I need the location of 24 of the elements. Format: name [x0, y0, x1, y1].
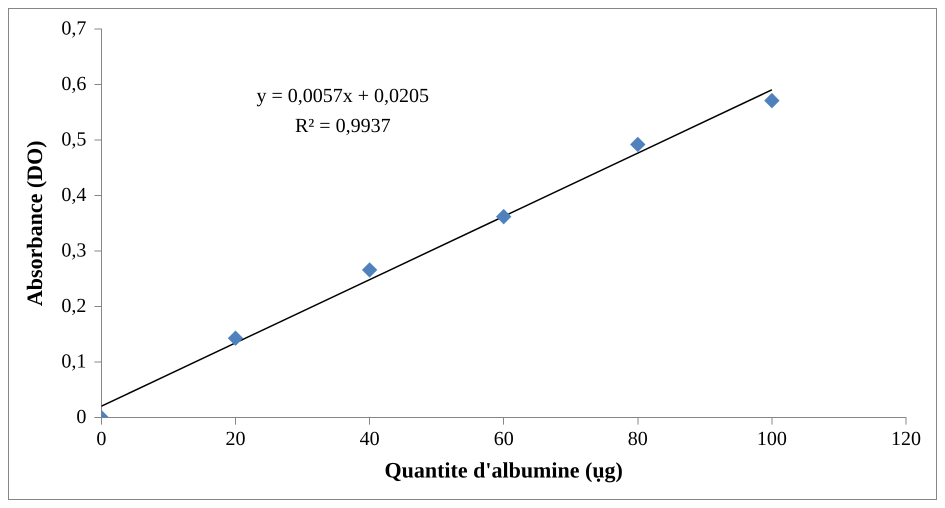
y-tick-label: 0,7	[61, 17, 86, 40]
y-tick-label: 0,6	[61, 72, 86, 95]
x-axis-title: Quantite d'albumine (ụg)	[384, 457, 623, 482]
y-tick-label: 0,4	[61, 184, 86, 206]
point	[764, 93, 780, 108]
y-tick-label: 0,5	[61, 128, 86, 150]
x-tick-label: 0	[96, 428, 106, 450]
x-tick-label: 80	[628, 428, 648, 450]
x-tick-label: 40	[360, 428, 380, 450]
x-tick-label: 100	[756, 428, 787, 450]
annotation: y = 0,0057x + 0,0205	[256, 85, 430, 107]
y-tick-label: 0,1	[61, 350, 86, 372]
y-tick-label: 0,2	[61, 294, 86, 317]
point	[228, 330, 243, 346]
y-tick-label: 0,3	[61, 239, 86, 262]
y-axis-title: Absorbance (DO)	[22, 140, 47, 306]
point	[630, 136, 646, 152]
x-tick-label: 60	[494, 428, 514, 450]
y-tick-label: 0	[76, 406, 86, 428]
annotation: R² = 0,9937	[294, 115, 391, 137]
point	[362, 262, 378, 278]
x-tick-label: 120	[891, 428, 921, 450]
point	[496, 209, 512, 224]
x-tick-label: 20	[226, 428, 246, 450]
